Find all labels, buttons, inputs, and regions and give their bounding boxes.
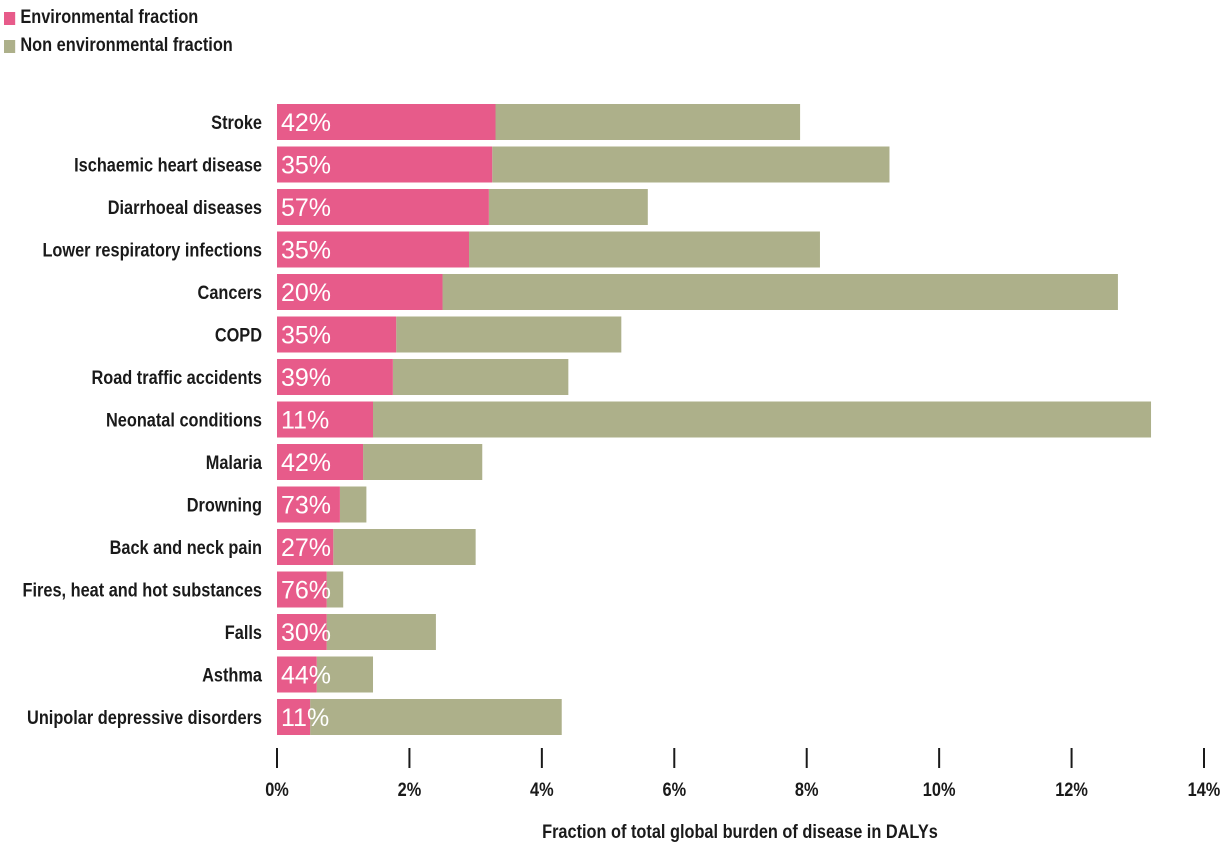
bar-data-label: 11% [281, 407, 329, 435]
bar-non-environmental [442, 274, 1118, 310]
bar-non-environmental [363, 444, 483, 480]
category-label: Stroke [211, 112, 262, 133]
bar-environmental [277, 231, 470, 268]
bar-data-label: 35% [281, 237, 331, 265]
category-label: Diarrhoeal diseases [108, 197, 262, 218]
category-label: Neonatal conditions [106, 409, 262, 430]
bar-data-label: 76% [281, 577, 331, 605]
category-label: Asthma [202, 664, 262, 685]
bar-non-environmental [396, 316, 622, 353]
bar-data-label: 11% [281, 704, 329, 732]
category-label: Falls [225, 622, 262, 643]
bar-non-environmental [495, 104, 801, 140]
bar-non-environmental [326, 571, 344, 608]
bar-data-label: 35% [281, 322, 331, 350]
x-tick-label: 6% [662, 779, 686, 800]
x-tick-label: 10% [923, 779, 956, 800]
bar-non-environmental [392, 359, 569, 395]
category-label: Ischaemic heart disease [74, 154, 262, 175]
category-label: Drowning [187, 494, 262, 515]
bar-non-environmental [326, 614, 436, 650]
bar-environmental [277, 104, 496, 140]
x-tick-label: 12% [1055, 779, 1088, 800]
bar-data-label: 35% [281, 152, 331, 180]
bar-environmental [277, 699, 311, 735]
bar-environmental [277, 486, 340, 523]
bar-environmental [277, 274, 443, 310]
bar-environmental [277, 656, 317, 693]
category-label: Lower respiratory infections [42, 239, 262, 260]
legend-label-environmental: Environmental fraction [20, 7, 199, 28]
category-label: Unipolar depressive disorders [27, 707, 262, 728]
bar-non-environmental [310, 699, 562, 735]
category-label: Malaria [206, 452, 262, 473]
bar-data-label: 42% [281, 109, 331, 137]
bar-data-label: 39% [281, 364, 331, 392]
legend-item-non-environmental: Non environmental fraction [4, 32, 233, 60]
bar-environmental [277, 146, 493, 183]
bar-environmental [277, 571, 327, 608]
x-tick-label: 8% [795, 779, 819, 800]
x-tick-label: 2% [398, 779, 422, 800]
x-axis: 0% 2% 4% 6% 8% 10% 12% 14% [265, 748, 1221, 800]
bar-non-environmental [339, 486, 367, 523]
bar-environmental [277, 359, 393, 395]
bar-data-label: 42% [281, 449, 331, 477]
bar-environmental [277, 614, 327, 650]
legend-item-environmental: Environmental fraction [4, 4, 233, 32]
bar-environmental [277, 189, 489, 225]
bar-environmental [277, 529, 334, 565]
legend-swatch-non-environmental [4, 39, 16, 53]
x-tick-label: 4% [530, 779, 554, 800]
bar-environmental [277, 444, 364, 480]
bar-non-environmental [373, 401, 1152, 438]
x-axis-title: Fraction of total global burden of disea… [542, 821, 938, 842]
legend: Environmental fraction Non environmental… [4, 4, 270, 60]
category-label: Fires, heat and hot substances [23, 579, 263, 600]
bars-layer: 42% Stroke 35% Ischaemic heart disease 57% Di… [23, 104, 1152, 735]
bar-non-environmental [333, 529, 476, 565]
category-label: COPD [215, 324, 262, 345]
bar-non-environmental [316, 656, 374, 693]
category-label: Road traffic accidents [91, 367, 262, 388]
category-label: Cancers [198, 282, 263, 303]
bar-data-label: 44% [281, 662, 331, 690]
bar-non-environmental [488, 189, 648, 225]
x-tick-label: 0% [265, 779, 289, 800]
bar-data-label: 30% [281, 619, 331, 647]
bar-non-environmental [492, 146, 890, 183]
legend-swatch-environmental [4, 11, 16, 25]
bar-data-label: 73% [281, 492, 331, 520]
category-label: Back and neck pain [110, 537, 262, 558]
bar-environmental [277, 316, 397, 353]
bar-data-label: 27% [281, 534, 331, 562]
legend-label-non-environmental: Non environmental fraction [20, 35, 233, 56]
x-tick-label: 14% [1188, 779, 1221, 800]
bar-data-label: 20% [281, 279, 331, 307]
bar-data-label: 57% [281, 194, 331, 222]
bar-non-environmental [469, 231, 820, 268]
bar-environmental [277, 401, 374, 438]
